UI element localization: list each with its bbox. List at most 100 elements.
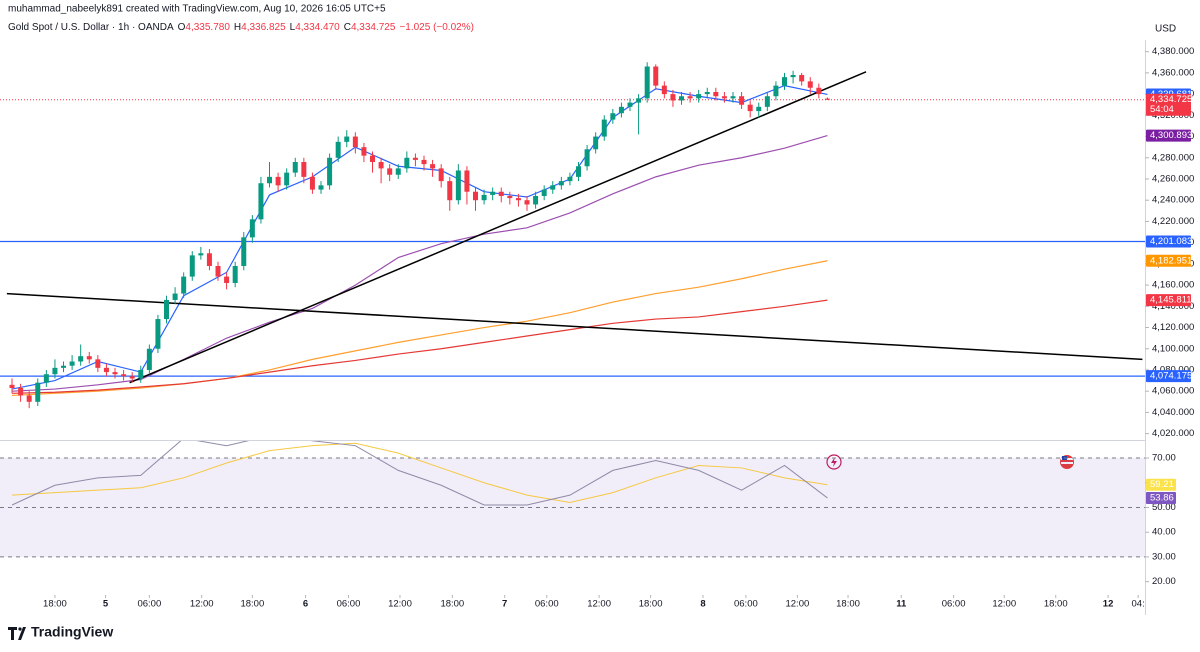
candle-body <box>490 191 496 195</box>
logo-text: TradingView <box>31 624 113 640</box>
moving-average <box>12 299 828 394</box>
x-tick-label: 6 <box>303 599 308 610</box>
candle-body <box>172 293 178 300</box>
rsi-line <box>11 442 828 504</box>
price-badge <box>1146 93 1191 116</box>
candle-body <box>275 176 281 186</box>
y-tick-label: 4,220.000 <box>1152 216 1194 227</box>
candle-body <box>378 162 384 169</box>
ohlc-key: H <box>234 22 241 33</box>
price-badge-label: 4,201.083 <box>1150 236 1192 247</box>
y-tick-label: 4,020.000 <box>1152 428 1194 439</box>
candle-body <box>464 170 470 192</box>
candle-body <box>704 91 710 95</box>
candle-body <box>498 191 504 196</box>
candle-body <box>361 147 367 156</box>
candle-body <box>318 185 324 190</box>
candle-body <box>799 75 805 82</box>
legend-line: Gold Spot / U.S. Dollar · 1h · OANDA O4,3… <box>8 22 474 33</box>
y-tick-label: 4,360.000 <box>1152 67 1194 78</box>
rsi-line <box>11 441 828 506</box>
x-tick-label: 18:00 <box>240 599 264 610</box>
candle-body <box>395 168 401 175</box>
y-tick-label: 4,140.000 <box>1152 301 1194 312</box>
x-tick-label: 18:00 <box>43 599 67 610</box>
price-badge <box>1146 294 1191 307</box>
currency: USD <box>1155 24 1176 35</box>
candle-body <box>95 359 101 368</box>
rsi-tick-label: 30.00 <box>1152 551 1176 562</box>
x-tick-label: 12:00 <box>992 599 1016 610</box>
moving-average <box>11 260 828 397</box>
x-tick-label: 18:00 <box>440 599 464 610</box>
candle-body <box>121 374 127 377</box>
ohlc-key: L <box>290 22 296 33</box>
candle-body <box>515 198 521 201</box>
price-badge-label: 4,145.811 <box>1150 295 1192 306</box>
x-tick-label: 18:00 <box>836 599 860 610</box>
candle-body <box>146 348 152 370</box>
candle-body <box>387 168 393 175</box>
rsi-pane <box>0 441 1145 558</box>
rsi-tick-label: 20.00 <box>1152 576 1176 587</box>
candle-body <box>181 276 187 294</box>
candle-body <box>567 176 573 182</box>
countdown: 54:04 <box>1150 104 1174 115</box>
candle-body <box>773 85 779 97</box>
candle-body <box>215 265 221 277</box>
candle-body <box>430 164 436 169</box>
ohlc-value: 4,335.780 <box>185 22 230 33</box>
candle-body <box>550 185 556 190</box>
candle-body <box>670 94 676 101</box>
trendline <box>129 71 867 384</box>
candle-body <box>52 367 58 375</box>
candle-body <box>721 96 727 99</box>
candle-body <box>224 276 230 283</box>
candle-body <box>241 237 247 266</box>
ohlc-value: 4,336.825 <box>241 22 286 33</box>
candle-body <box>138 369 144 379</box>
y-tick-label: 4,040.000 <box>1152 407 1194 418</box>
candle-body <box>636 98 642 103</box>
candle-body <box>455 170 461 201</box>
candle-body <box>601 119 607 137</box>
candle-body <box>309 176 315 190</box>
candle-body <box>258 183 264 220</box>
candle-body <box>61 365 67 368</box>
candle-body <box>155 319 161 349</box>
candle-body <box>558 181 564 186</box>
candle-body <box>739 96 745 105</box>
candle-body <box>481 194 487 201</box>
x-tick-label: 12 <box>1103 599 1114 610</box>
candle-body <box>584 149 590 167</box>
x-tick-label: 8 <box>700 599 705 610</box>
candle-body <box>404 157 410 169</box>
x-tick-label: 12:00 <box>190 599 214 610</box>
candle-body <box>713 91 719 97</box>
candle-body <box>816 87 822 95</box>
candle-body <box>344 136 350 142</box>
candle-body <box>764 96 770 107</box>
rsi-tick-label: 50.00 <box>1152 502 1176 513</box>
price-badge <box>1146 235 1191 248</box>
candle-body <box>335 141 341 158</box>
x-tick-label: 06:00 <box>535 599 559 610</box>
candle-body <box>807 81 813 88</box>
candle-body <box>292 162 298 173</box>
candle-body <box>18 388 24 396</box>
candle-body <box>782 77 788 86</box>
rsi-badge <box>1146 478 1176 491</box>
candle-body <box>824 98 830 100</box>
y-tick-label: 4,120.000 <box>1152 322 1194 333</box>
ohlc-value: 4,334.470 <box>295 22 340 33</box>
y-tick-label: 4,380.000 <box>1152 46 1194 57</box>
x-tick-label: 7 <box>502 599 507 610</box>
candle-body <box>35 382 41 402</box>
candle-body <box>447 181 453 201</box>
ohlc-key: C <box>344 22 351 33</box>
candle-body <box>412 157 418 160</box>
y-tick-label: 4,280.000 <box>1152 152 1194 163</box>
candle-body <box>747 104 753 112</box>
candle-body <box>473 191 479 201</box>
rsi-badge-label: 53.86 <box>1150 492 1174 503</box>
